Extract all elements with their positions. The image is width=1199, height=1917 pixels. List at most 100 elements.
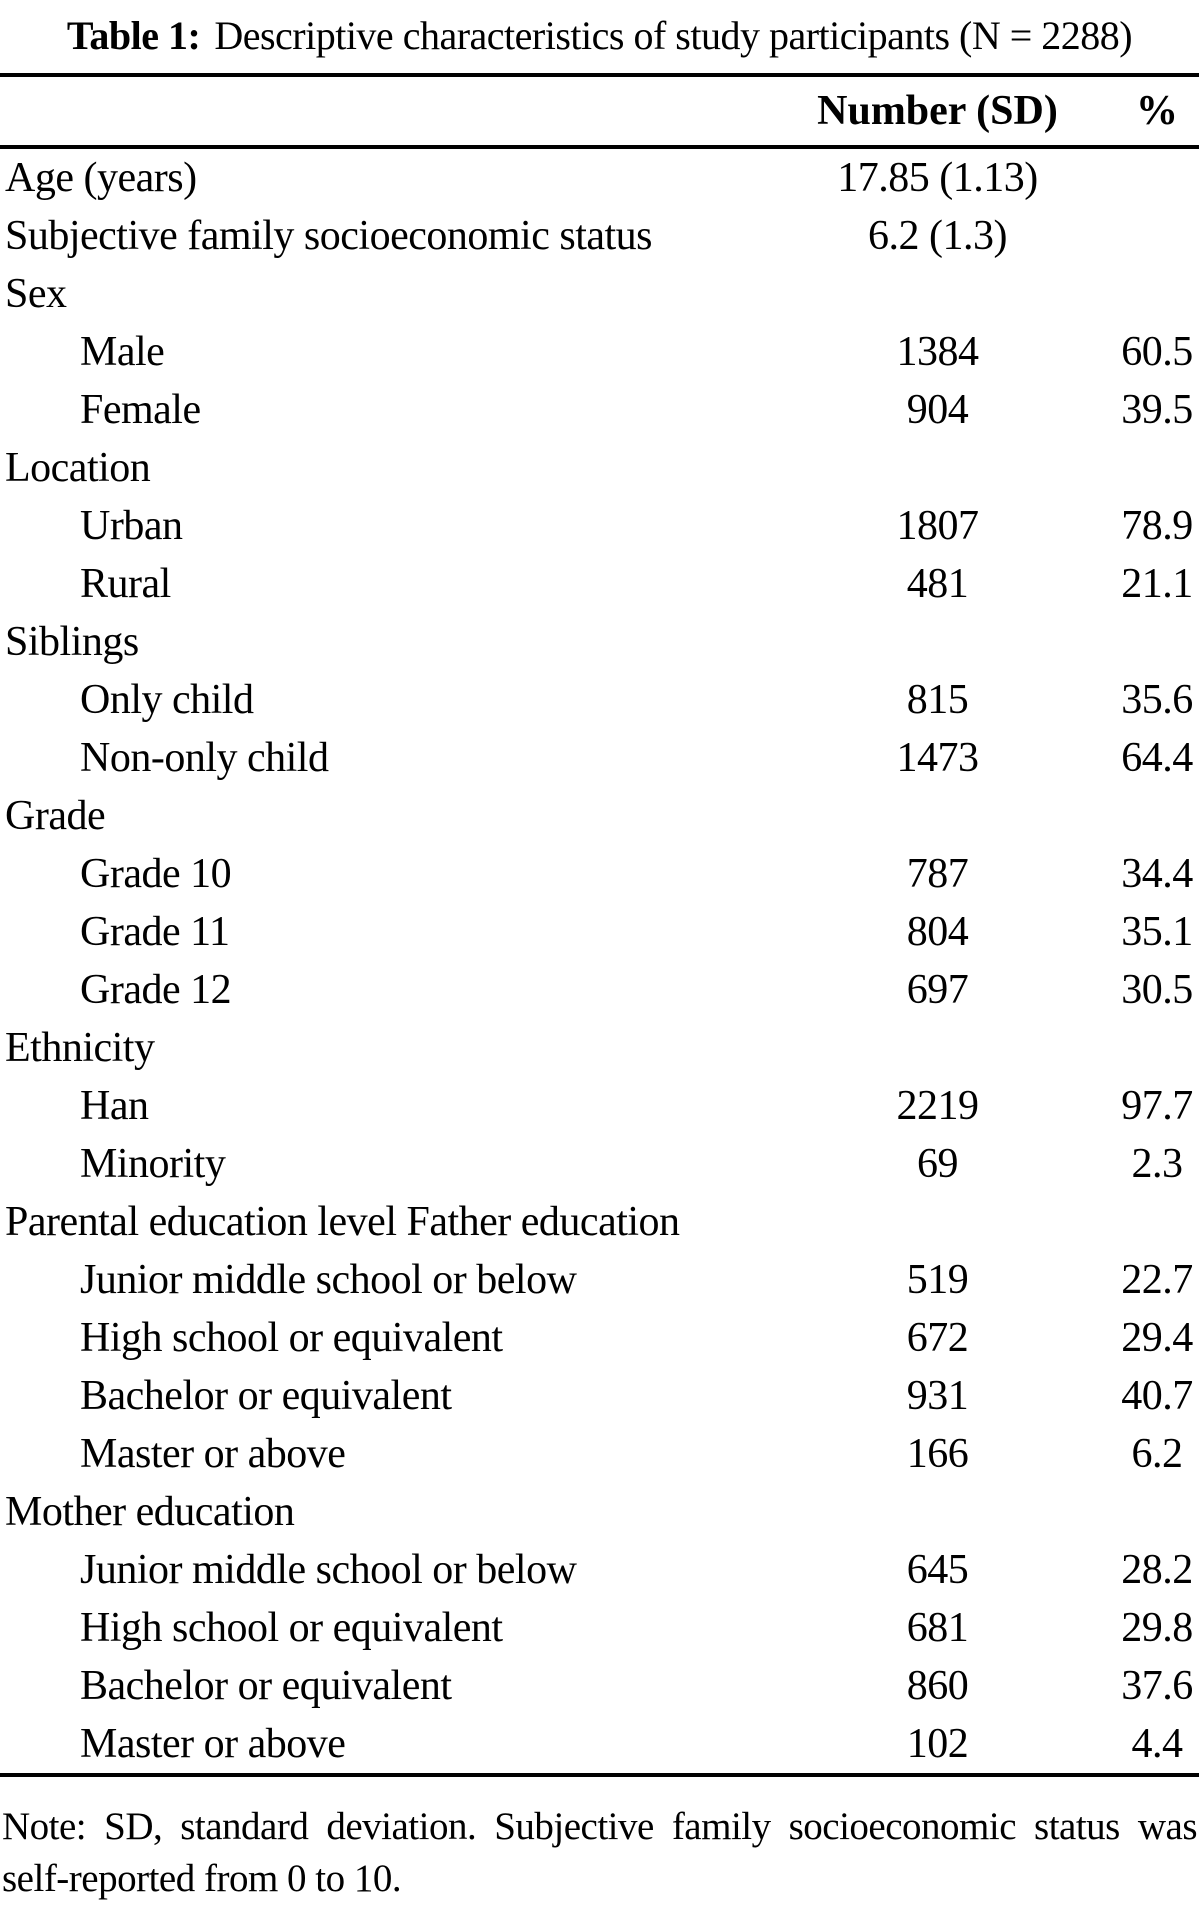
table-row: Male 1384 60.5 (0, 323, 1199, 381)
table-row: Bachelor or equivalent 860 37.6 (0, 1657, 1199, 1715)
row-percent: 78.9 (1121, 503, 1193, 549)
table-row: High school or equivalent 681 29.8 (0, 1599, 1199, 1657)
table-row: Grade 10 787 34.4 (0, 845, 1199, 903)
table-row: Siblings (0, 613, 1199, 671)
table-row: Rural 481 21.1 (0, 555, 1199, 613)
row-percent: 2.3 (1131, 1141, 1184, 1187)
row-label: Only child (80, 677, 254, 723)
row-label: Han (80, 1083, 149, 1129)
row-number: 672 (906, 1315, 969, 1361)
table-row: Female 904 39.5 (0, 381, 1199, 439)
row-number: 645 (906, 1547, 969, 1593)
row-percent: 60.5 (1121, 329, 1193, 375)
table-row: Only child 815 35.6 (0, 671, 1199, 729)
row-number: 787 (906, 851, 969, 897)
row-label: Bachelor or equivalent (80, 1663, 452, 1709)
table-row: Mother education (0, 1483, 1199, 1541)
table-row: Parental education level Father educatio… (0, 1193, 1199, 1251)
row-label: Grade 10 (80, 851, 232, 897)
table-row: Junior middle school or below 519 22.7 (0, 1251, 1199, 1309)
table-row: Age (years) 17.85 (1.13) (0, 149, 1199, 207)
row-label: Urban (80, 503, 183, 549)
row-label: Grade 12 (80, 967, 232, 1013)
row-label: Non-only child (80, 735, 329, 781)
table-header-row: Number (SD) % (0, 77, 1199, 145)
row-label: Grade (5, 793, 106, 839)
row-number: 681 (906, 1605, 969, 1651)
row-number: 69 (917, 1141, 959, 1187)
row-label: Parental education level Father educatio… (5, 1199, 680, 1245)
table-row: Ethnicity (0, 1019, 1199, 1077)
table-row: High school or equivalent 672 29.4 (0, 1309, 1199, 1367)
row-number: 102 (906, 1721, 969, 1767)
row-label: Master or above (80, 1431, 346, 1477)
row-percent: 64.4 (1121, 735, 1193, 781)
row-label: Siblings (5, 619, 139, 665)
table-row: Urban 1807 78.9 (0, 497, 1199, 555)
table-row: Grade 12 697 30.5 (0, 961, 1199, 1019)
row-label: Sex (5, 271, 67, 317)
row-percent: 97.7 (1121, 1083, 1193, 1129)
row-percent: 39.5 (1121, 387, 1193, 433)
row-number: 815 (906, 677, 969, 723)
table-row: Bachelor or equivalent 931 40.7 (0, 1367, 1199, 1425)
bottom-rule (0, 1773, 1199, 1777)
row-percent: 35.1 (1121, 909, 1193, 955)
row-number: 904 (906, 387, 969, 433)
row-label: High school or equivalent (80, 1605, 503, 1651)
table-row: Subjective family socioeconomic status 6… (0, 207, 1199, 265)
row-label: Junior middle school or below (80, 1257, 577, 1303)
top-rule (0, 73, 1199, 77)
table-body: Age (years) 17.85 (1.13) Subjective fami… (0, 149, 1199, 1773)
row-number: 1384 (896, 329, 980, 375)
table-row: Sex (0, 265, 1199, 323)
row-percent: 34.4 (1121, 851, 1193, 897)
table-row: Minority 69 2.3 (0, 1135, 1199, 1193)
row-percent: 28.2 (1121, 1547, 1193, 1593)
table-row: Location (0, 439, 1199, 497)
row-label: Master or above (80, 1721, 346, 1767)
row-percent: 29.4 (1121, 1315, 1193, 1361)
row-label: Subjective family socioeconomic status (5, 213, 653, 259)
row-number: 860 (906, 1663, 969, 1709)
row-label: Ethnicity (5, 1025, 155, 1071)
row-percent: 29.8 (1121, 1605, 1193, 1651)
row-label: Age (years) (5, 155, 197, 201)
row-number: 931 (906, 1373, 969, 1419)
row-percent: 22.7 (1121, 1257, 1193, 1303)
table-note: Note: SD, standard deviation. Subjective… (2, 1805, 1198, 1900)
row-number: 519 (906, 1257, 969, 1303)
table-row: Han 2219 97.7 (0, 1077, 1199, 1135)
row-label: Mother education (5, 1489, 295, 1535)
row-number: 6.2 (1.3) (868, 213, 1007, 259)
row-percent: 21.1 (1121, 561, 1193, 607)
row-number: 481 (906, 561, 969, 607)
row-label: Rural (80, 561, 171, 607)
row-label: Minority (80, 1141, 226, 1187)
row-percent: 40.7 (1121, 1373, 1193, 1419)
row-label: Grade 11 (80, 909, 230, 955)
row-label: Junior middle school or below (80, 1547, 577, 1593)
row-number: 166 (906, 1431, 969, 1477)
table-row: Master or above 166 6.2 (0, 1425, 1199, 1483)
row-label: Female (80, 387, 201, 433)
table-title-text: Descriptive characteristics of study par… (214, 13, 1133, 58)
header-number-sd: Number (SD) (817, 88, 1058, 134)
row-percent: 35.6 (1121, 677, 1193, 723)
row-number: 804 (906, 909, 969, 955)
row-percent: 6.2 (1131, 1431, 1184, 1477)
row-percent: 30.5 (1121, 967, 1193, 1013)
table-title: Table 1: Descriptive characteristics of s… (0, 0, 1199, 73)
row-number: 2219 (896, 1083, 980, 1129)
row-label: High school or equivalent (80, 1315, 503, 1361)
row-number: 1807 (896, 503, 980, 549)
row-label: Location (5, 445, 151, 491)
table-row: Junior middle school or below 645 28.2 (0, 1541, 1199, 1599)
row-label: Male (80, 329, 165, 375)
table-row: Grade (0, 787, 1199, 845)
header-rule (0, 145, 1199, 149)
row-label: Bachelor or equivalent (80, 1373, 452, 1419)
row-percent: 4.4 (1131, 1721, 1184, 1767)
table-row: Non-only child 1473 64.4 (0, 729, 1199, 787)
